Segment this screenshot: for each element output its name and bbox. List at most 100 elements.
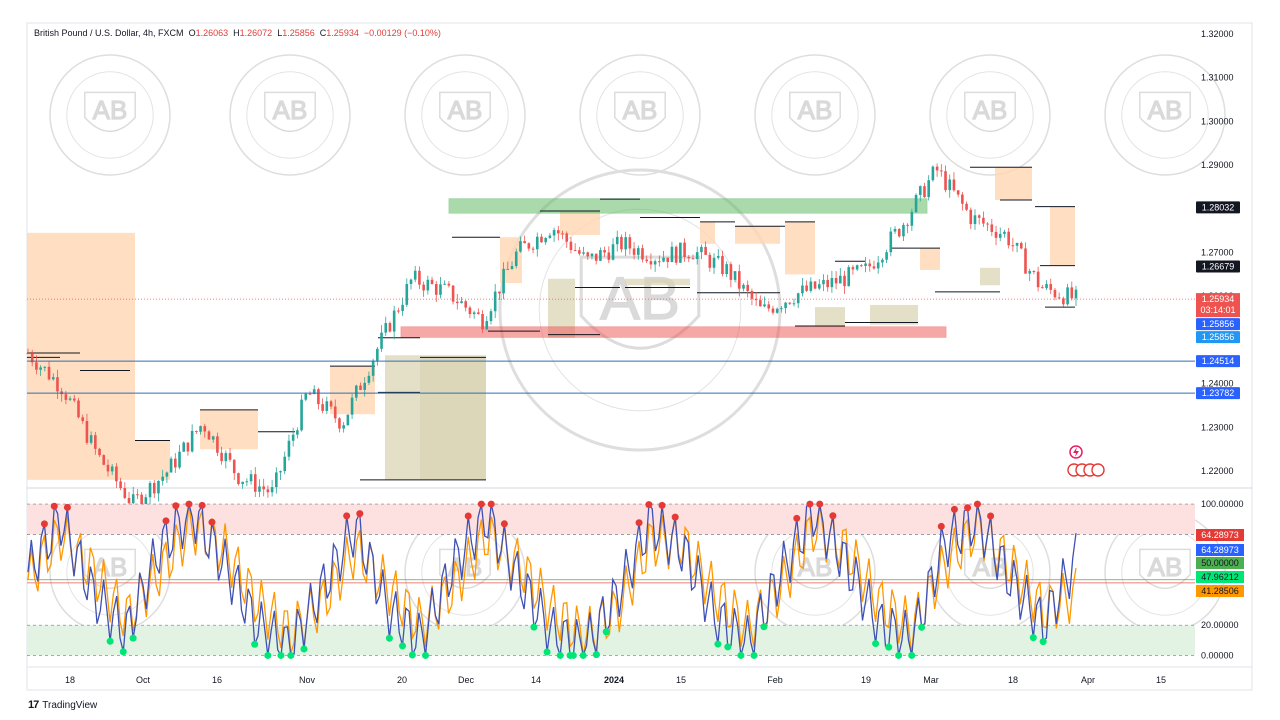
- candle-body: [359, 385, 362, 390]
- candle-body: [519, 241, 522, 252]
- watermark-letters: AB: [273, 95, 308, 125]
- price-axis[interactable]: 1.220001.230001.240001.250001.260001.270…: [1201, 29, 1234, 476]
- overbought-dot: [40, 520, 48, 528]
- watermark-logo: AB: [579, 54, 701, 176]
- oversold-dot: [592, 651, 600, 659]
- candle-body: [510, 266, 514, 270]
- supply-box: [135, 440, 170, 480]
- supply-box: [735, 226, 780, 244]
- candle-body: [430, 279, 434, 284]
- candle-body: [498, 291, 501, 294]
- low-label-1: 1.25856: [1202, 319, 1235, 329]
- low-label-1-bg: [1196, 318, 1240, 331]
- watermark-shield: [439, 91, 491, 132]
- candle-body: [502, 268, 505, 294]
- watermark-logo: AB: [498, 168, 782, 452]
- watermark-letters: AB: [1148, 552, 1183, 582]
- support-label-1-bg: [1196, 355, 1240, 368]
- candle-body: [35, 362, 38, 370]
- overbought-dot: [950, 505, 958, 513]
- candle-body: [1057, 297, 1061, 299]
- candle-body: [346, 414, 350, 426]
- flag-icons[interactable]: [1067, 463, 1105, 477]
- level-label-1: 1.28032: [1202, 202, 1235, 212]
- candle-body: [864, 263, 867, 266]
- watermark-shield: [614, 91, 666, 132]
- candle-body: [813, 281, 817, 289]
- candle-body: [611, 244, 615, 260]
- candle-body: [262, 486, 265, 490]
- watermark-logo: AB: [754, 54, 876, 176]
- candle-body: [152, 482, 156, 494]
- watermark-shield: [1139, 91, 1191, 132]
- stochastic-lines: [27, 500, 1077, 659]
- symbol-legend[interactable]: British Pound / U.S. Dollar, 4h, FXCM O1…: [34, 28, 441, 38]
- candle-body: [481, 314, 484, 330]
- oversold-dot: [129, 634, 137, 642]
- candle-body: [199, 426, 202, 432]
- candle-body: [493, 291, 497, 312]
- demand-box: [420, 357, 486, 480]
- watermark-ring: [1104, 54, 1226, 176]
- candle-body: [388, 323, 392, 332]
- watermark-letters: AB: [93, 552, 128, 582]
- candle-body: [586, 252, 590, 257]
- watermark-shield: [264, 91, 316, 132]
- candle-body: [174, 458, 177, 468]
- candle-body: [918, 186, 922, 195]
- supply-box: [27, 232, 135, 480]
- candle-body: [300, 399, 303, 431]
- watermark-ring: [404, 54, 526, 176]
- watermark-ring: [579, 54, 701, 176]
- candle-body: [725, 264, 728, 275]
- change-value: −0.00129 (−0.10%): [363, 28, 441, 38]
- supply-zone[interactable]: [448, 198, 928, 214]
- oversold-dot: [106, 637, 114, 645]
- time-axis[interactable]: 18 Oct 16 Nov 20 Dec 14 2024 15 Feb 19 Mar 18 Apr 15: [65, 675, 1166, 685]
- overbought-dot: [645, 501, 653, 509]
- tradingview-logo[interactable]: 17 TradingView: [28, 699, 97, 711]
- candle-body: [839, 275, 842, 284]
- watermark-ring: [49, 54, 171, 176]
- candle-body: [784, 302, 787, 309]
- candle-body: [434, 283, 438, 295]
- candle-body: [514, 251, 518, 267]
- candle-body: [397, 310, 400, 312]
- candle-body: [615, 236, 619, 245]
- oversold-dot: [556, 651, 564, 659]
- candle-body: [275, 472, 278, 488]
- supply-box: [785, 221, 815, 275]
- watermark-ring: [929, 54, 1051, 176]
- candle-body: [1024, 248, 1027, 274]
- high-label: H: [233, 28, 240, 38]
- candle-body: [704, 246, 707, 255]
- watermark-inner-ring: [946, 71, 1034, 159]
- supply-box: [1050, 206, 1075, 266]
- low-label: L: [277, 28, 283, 38]
- candle-body: [531, 248, 535, 250]
- candle-body: [935, 166, 939, 171]
- candle-body: [965, 203, 968, 210]
- candle-body: [658, 261, 661, 263]
- candle-body: [106, 464, 110, 472]
- time-tick-label: Oct: [136, 675, 151, 685]
- candle-body: [376, 348, 379, 361]
- candle-body: [329, 401, 333, 407]
- candle-body: [182, 442, 186, 452]
- candle-body: [39, 367, 42, 370]
- candle-body: [982, 217, 985, 224]
- candle-body: [1070, 287, 1074, 299]
- supply-box: [700, 221, 715, 244]
- demand-zone[interactable]: [400, 326, 947, 338]
- candle-body: [948, 179, 952, 191]
- candle-body: [56, 377, 59, 392]
- candle-body: [140, 494, 143, 505]
- time-tick-label: Feb: [767, 675, 783, 685]
- candle-body: [927, 180, 930, 198]
- overbought-dot: [63, 503, 71, 511]
- alert-icon[interactable]: [1069, 445, 1083, 459]
- time-tick-label: 15: [676, 675, 686, 685]
- candle-body: [868, 263, 872, 267]
- candle-body: [207, 431, 211, 440]
